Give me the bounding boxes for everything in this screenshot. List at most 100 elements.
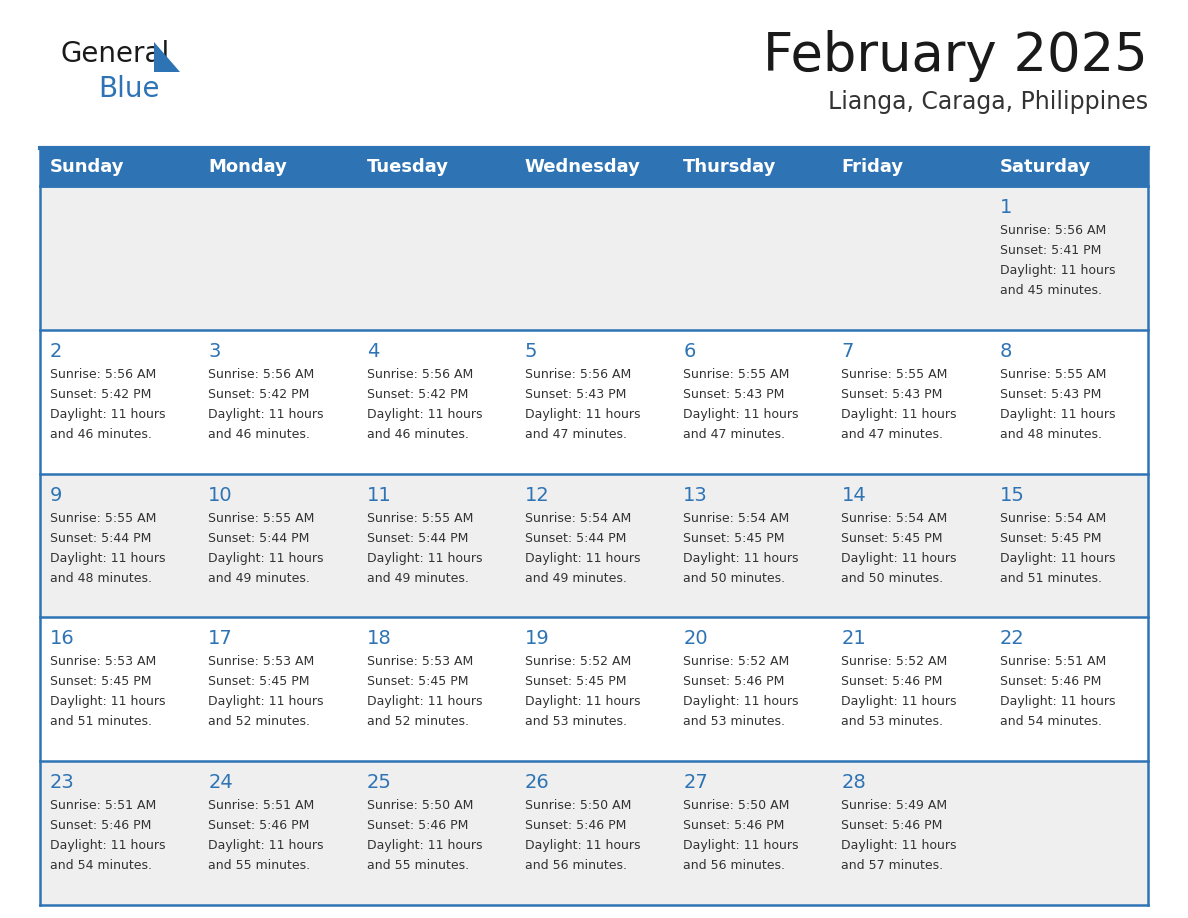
Text: and 52 minutes.: and 52 minutes. xyxy=(367,715,468,728)
Text: and 49 minutes.: and 49 minutes. xyxy=(367,572,468,585)
Text: Sunrise: 5:51 AM: Sunrise: 5:51 AM xyxy=(208,800,315,812)
Text: Sunrise: 5:56 AM: Sunrise: 5:56 AM xyxy=(1000,224,1106,237)
Text: 25: 25 xyxy=(367,773,392,792)
Text: and 48 minutes.: and 48 minutes. xyxy=(50,572,152,585)
Text: Sunrise: 5:56 AM: Sunrise: 5:56 AM xyxy=(50,368,157,381)
Bar xyxy=(40,330,1148,474)
Text: 1: 1 xyxy=(1000,198,1012,217)
Text: Sunrise: 5:55 AM: Sunrise: 5:55 AM xyxy=(683,368,790,381)
Text: and 56 minutes.: and 56 minutes. xyxy=(525,859,627,872)
Text: Sunset: 5:45 PM: Sunset: 5:45 PM xyxy=(841,532,943,544)
Text: and 57 minutes.: and 57 minutes. xyxy=(841,859,943,872)
Text: Sunday: Sunday xyxy=(50,158,125,176)
Text: 27: 27 xyxy=(683,773,708,792)
Text: Sunrise: 5:51 AM: Sunrise: 5:51 AM xyxy=(1000,655,1106,668)
Text: Daylight: 11 hours: Daylight: 11 hours xyxy=(1000,552,1116,565)
Text: Daylight: 11 hours: Daylight: 11 hours xyxy=(683,552,798,565)
Text: Daylight: 11 hours: Daylight: 11 hours xyxy=(525,408,640,420)
Text: Daylight: 11 hours: Daylight: 11 hours xyxy=(367,552,482,565)
Text: and 46 minutes.: and 46 minutes. xyxy=(50,428,152,441)
Text: Thursday: Thursday xyxy=(683,158,777,176)
Text: Sunset: 5:46 PM: Sunset: 5:46 PM xyxy=(841,676,943,688)
Text: and 51 minutes.: and 51 minutes. xyxy=(1000,572,1101,585)
Text: Sunset: 5:46 PM: Sunset: 5:46 PM xyxy=(525,819,626,833)
Text: Blue: Blue xyxy=(97,75,159,103)
Text: Sunrise: 5:53 AM: Sunrise: 5:53 AM xyxy=(50,655,157,668)
Text: Sunrise: 5:56 AM: Sunrise: 5:56 AM xyxy=(208,368,315,381)
Text: Sunrise: 5:55 AM: Sunrise: 5:55 AM xyxy=(841,368,948,381)
Text: 21: 21 xyxy=(841,630,866,648)
Text: 5: 5 xyxy=(525,341,537,361)
Text: 18: 18 xyxy=(367,630,391,648)
Bar xyxy=(40,186,1148,330)
Text: Wednesday: Wednesday xyxy=(525,158,640,176)
Text: Daylight: 11 hours: Daylight: 11 hours xyxy=(525,839,640,852)
Text: Sunset: 5:44 PM: Sunset: 5:44 PM xyxy=(367,532,468,544)
Text: and 49 minutes.: and 49 minutes. xyxy=(525,572,627,585)
Text: Friday: Friday xyxy=(841,158,904,176)
Text: Sunset: 5:41 PM: Sunset: 5:41 PM xyxy=(1000,244,1101,257)
Text: 15: 15 xyxy=(1000,486,1024,505)
Text: Daylight: 11 hours: Daylight: 11 hours xyxy=(841,552,956,565)
Text: Sunrise: 5:53 AM: Sunrise: 5:53 AM xyxy=(208,655,315,668)
Text: Sunrise: 5:55 AM: Sunrise: 5:55 AM xyxy=(367,511,473,524)
Text: and 50 minutes.: and 50 minutes. xyxy=(841,572,943,585)
Text: and 49 minutes.: and 49 minutes. xyxy=(208,572,310,585)
Text: Daylight: 11 hours: Daylight: 11 hours xyxy=(1000,264,1116,277)
Polygon shape xyxy=(154,42,181,72)
Text: 12: 12 xyxy=(525,486,550,505)
Text: and 53 minutes.: and 53 minutes. xyxy=(525,715,627,728)
Text: Sunset: 5:46 PM: Sunset: 5:46 PM xyxy=(683,676,784,688)
Text: Sunset: 5:42 PM: Sunset: 5:42 PM xyxy=(208,387,310,401)
Text: Daylight: 11 hours: Daylight: 11 hours xyxy=(50,552,165,565)
Bar xyxy=(40,618,1148,761)
Bar xyxy=(40,474,1148,618)
Text: Sunrise: 5:51 AM: Sunrise: 5:51 AM xyxy=(50,800,157,812)
Text: Sunrise: 5:52 AM: Sunrise: 5:52 AM xyxy=(841,655,948,668)
Text: Sunset: 5:45 PM: Sunset: 5:45 PM xyxy=(1000,532,1101,544)
Text: and 47 minutes.: and 47 minutes. xyxy=(683,428,785,441)
Text: and 46 minutes.: and 46 minutes. xyxy=(367,428,468,441)
Text: Daylight: 11 hours: Daylight: 11 hours xyxy=(683,696,798,709)
Text: General: General xyxy=(61,40,169,68)
Text: and 48 minutes.: and 48 minutes. xyxy=(1000,428,1101,441)
Text: Sunset: 5:46 PM: Sunset: 5:46 PM xyxy=(50,819,151,833)
Text: Sunset: 5:46 PM: Sunset: 5:46 PM xyxy=(367,819,468,833)
Text: Sunset: 5:45 PM: Sunset: 5:45 PM xyxy=(683,532,784,544)
Text: Sunrise: 5:54 AM: Sunrise: 5:54 AM xyxy=(525,511,631,524)
Text: Sunset: 5:42 PM: Sunset: 5:42 PM xyxy=(50,387,151,401)
Text: Sunrise: 5:54 AM: Sunrise: 5:54 AM xyxy=(841,511,948,524)
Text: 14: 14 xyxy=(841,486,866,505)
Text: Sunrise: 5:52 AM: Sunrise: 5:52 AM xyxy=(683,655,789,668)
Text: and 51 minutes.: and 51 minutes. xyxy=(50,715,152,728)
Text: Daylight: 11 hours: Daylight: 11 hours xyxy=(525,696,640,709)
Text: Sunrise: 5:54 AM: Sunrise: 5:54 AM xyxy=(683,511,789,524)
Text: Daylight: 11 hours: Daylight: 11 hours xyxy=(841,839,956,852)
Text: Sunset: 5:43 PM: Sunset: 5:43 PM xyxy=(683,387,784,401)
Text: Sunset: 5:44 PM: Sunset: 5:44 PM xyxy=(208,532,310,544)
Text: 6: 6 xyxy=(683,341,695,361)
Text: Sunrise: 5:54 AM: Sunrise: 5:54 AM xyxy=(1000,511,1106,524)
Text: Sunrise: 5:50 AM: Sunrise: 5:50 AM xyxy=(683,800,790,812)
Text: 24: 24 xyxy=(208,773,233,792)
Text: Sunset: 5:44 PM: Sunset: 5:44 PM xyxy=(525,532,626,544)
Text: Daylight: 11 hours: Daylight: 11 hours xyxy=(208,408,324,420)
Text: 7: 7 xyxy=(841,341,854,361)
Text: Sunrise: 5:52 AM: Sunrise: 5:52 AM xyxy=(525,655,631,668)
Text: Sunset: 5:42 PM: Sunset: 5:42 PM xyxy=(367,387,468,401)
Text: and 45 minutes.: and 45 minutes. xyxy=(1000,284,1101,297)
Text: Sunset: 5:44 PM: Sunset: 5:44 PM xyxy=(50,532,151,544)
Text: Daylight: 11 hours: Daylight: 11 hours xyxy=(208,696,324,709)
Text: Daylight: 11 hours: Daylight: 11 hours xyxy=(367,696,482,709)
Text: Sunrise: 5:50 AM: Sunrise: 5:50 AM xyxy=(525,800,631,812)
Text: 19: 19 xyxy=(525,630,550,648)
Text: Sunset: 5:46 PM: Sunset: 5:46 PM xyxy=(683,819,784,833)
Text: Sunset: 5:46 PM: Sunset: 5:46 PM xyxy=(208,819,310,833)
Text: Saturday: Saturday xyxy=(1000,158,1091,176)
Text: and 47 minutes.: and 47 minutes. xyxy=(841,428,943,441)
Text: and 54 minutes.: and 54 minutes. xyxy=(1000,715,1101,728)
Text: Daylight: 11 hours: Daylight: 11 hours xyxy=(1000,408,1116,420)
Text: and 55 minutes.: and 55 minutes. xyxy=(367,859,469,872)
Text: Sunrise: 5:56 AM: Sunrise: 5:56 AM xyxy=(367,368,473,381)
Text: and 46 minutes.: and 46 minutes. xyxy=(208,428,310,441)
